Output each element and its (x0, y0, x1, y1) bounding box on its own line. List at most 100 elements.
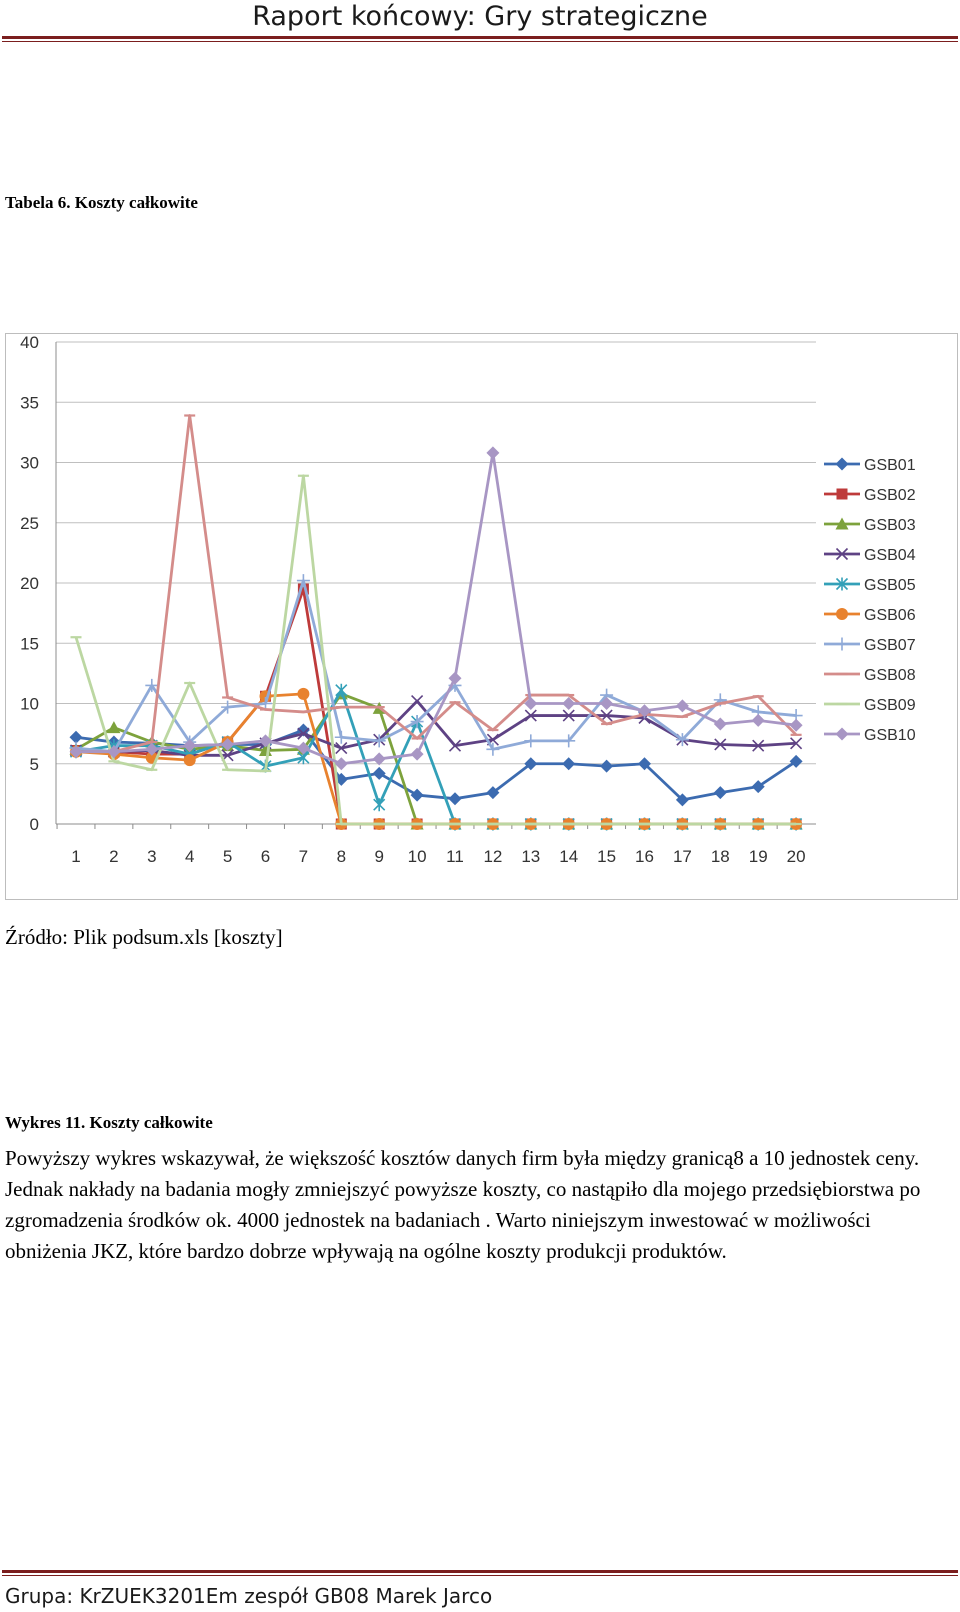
data-point-gsb04 (714, 738, 727, 751)
data-point-gsb01 (410, 788, 424, 802)
legend-marker-gsb04 (835, 547, 849, 561)
legend-label-gsb04: GSB04 (864, 547, 916, 564)
series-line-gsb10 (76, 451, 797, 766)
y-tick-label: 30 (20, 454, 39, 473)
data-point-gsb01 (334, 772, 348, 786)
data-point-gsb10 (183, 739, 197, 753)
data-point-gsb10 (69, 745, 83, 759)
legend-label-gsb01: GSB01 (864, 457, 916, 474)
x-tick-label: 12 (483, 847, 502, 866)
data-point-gsb07 (259, 697, 272, 710)
data-point-gsb04 (448, 739, 462, 752)
data-point-gsb07 (372, 734, 386, 748)
x-tick-label: 16 (635, 847, 654, 866)
data-point-gsb07 (296, 574, 310, 588)
chart-container: 0 5 10 15 20 25 30 35 40 1 2 3 4 5 6 7 8 9 10 11 12 13 14 15 16 1… (5, 333, 958, 900)
x-tick-label: 13 (521, 847, 540, 866)
data-point-gsb10 (448, 671, 462, 685)
data-point-gsb04 (600, 709, 613, 722)
data-point-gsb10 (486, 446, 500, 460)
data-point-gsb01 (675, 793, 689, 807)
series-line-gsb07 (75, 579, 797, 754)
legend-label-gsb06: GSB06 (864, 607, 916, 624)
chart-source: Źródło: Plik podsum.xls [koszty] (5, 925, 283, 949)
y-tick-label: 40 (20, 334, 39, 352)
data-point-gsb10 (524, 697, 538, 710)
data-point-gsb04 (297, 727, 310, 740)
legend-label-gsb10: GSB10 (864, 727, 916, 744)
data-point-gsb10 (600, 697, 614, 710)
data-point-gsb01 (562, 757, 576, 771)
data-point-gsb01 (486, 786, 500, 800)
legend-label-gsb09: GSB09 (864, 697, 916, 714)
y-tick-label: 25 (20, 514, 39, 533)
footer-rule (2, 1570, 958, 1573)
data-point-gsb10 (334, 757, 348, 771)
y-tick-label: 5 (30, 755, 39, 774)
legend-label-gsb07: GSB07 (864, 637, 916, 654)
data-point-gsb07 (486, 742, 500, 756)
data-point-gsb07 (524, 734, 538, 748)
x-tick-label: 20 (787, 847, 806, 866)
series-line-gsb05 (75, 688, 797, 826)
page-footer: Grupa: KrZUEK3201Em zespół GB08 Marek Ja… (5, 1584, 493, 1608)
legend-label-gsb08: GSB08 (864, 667, 916, 684)
header-rule-thin (2, 41, 958, 42)
data-point-gsb01 (448, 792, 462, 806)
data-point-gsb06 (183, 754, 196, 767)
data-point-gsb04 (524, 709, 537, 722)
x-tick-label: 8 (337, 847, 346, 866)
footer-rule-thin (2, 1575, 958, 1576)
data-point-gsb10 (713, 717, 727, 731)
legend-marker-gsb02 (836, 488, 848, 500)
data-point-gsb01 (69, 730, 83, 744)
data-point-gsb10 (789, 718, 803, 732)
legend-marker-gsb05 (835, 577, 849, 591)
x-tick-label: 4 (185, 847, 194, 866)
data-point-gsb10 (296, 741, 310, 755)
data-point-gsb04 (752, 739, 765, 752)
series-line-gsb09 (74, 474, 797, 826)
table-caption: Tabela 6. Koszty całkowite (5, 193, 198, 212)
data-point-gsb10 (751, 713, 765, 727)
legend-label-gsb03: GSB03 (864, 517, 916, 534)
data-point-gsb02 (297, 583, 309, 595)
x-tick-label: 6 (261, 847, 270, 866)
data-point-gsb10 (562, 697, 576, 710)
data-point-gsb04 (790, 737, 803, 750)
x-tick-label: 5 (223, 847, 232, 866)
data-point-gsb01 (600, 759, 614, 773)
x-tick-label: 19 (749, 847, 768, 866)
legend-marker-gsb07 (835, 637, 849, 651)
data-point-gsb10 (107, 745, 121, 759)
legend-marker-gsb03 (835, 517, 849, 530)
x-tick-label: 14 (559, 847, 578, 866)
data-point-gsb03 (107, 721, 121, 734)
data-point-gsb10 (145, 742, 159, 756)
data-point-gsb05 (335, 683, 348, 697)
figure-caption: Wykres 11. Koszty całkowite (5, 1113, 213, 1132)
x-tick-label: 9 (374, 847, 383, 866)
legend-marker-gsb10 (835, 727, 849, 741)
data-point-gsb05 (373, 798, 386, 812)
x-tick-label: 18 (711, 847, 730, 866)
y-tick-label: 35 (20, 393, 39, 412)
data-point-gsb07 (334, 730, 348, 744)
data-point-gsb04 (411, 695, 424, 708)
page-header-title: Raport końcowy: Gry strategiczne (252, 1, 708, 32)
x-tick-label: 2 (109, 847, 118, 866)
x-tick-label: 1 (71, 847, 80, 866)
data-point-gsb10 (372, 752, 386, 766)
x-tick-label: 15 (597, 847, 616, 866)
legend-marker-gsb06 (836, 608, 848, 620)
series-line-gsb08 (76, 414, 798, 754)
data-point-gsb06 (297, 687, 310, 700)
data-point-gsb07 (675, 733, 689, 747)
x-tick-label: 3 (147, 847, 156, 866)
legend-label-gsb05: GSB05 (864, 577, 916, 594)
data-point-gsb10 (221, 737, 235, 751)
y-tick-label: 10 (20, 695, 39, 714)
x-tick-label: 10 (408, 847, 427, 866)
data-point-gsb01 (638, 757, 651, 771)
